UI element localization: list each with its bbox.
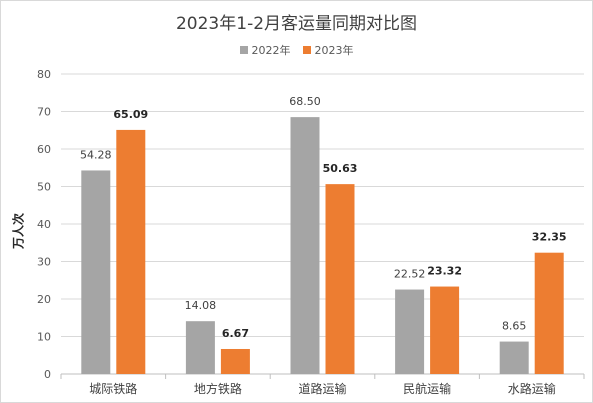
y-tick-label: 40 [37,218,51,231]
y-tick-label: 0 [44,368,51,381]
legend-swatch-2022 [239,46,248,54]
x-tick-label: 城际铁路 [89,381,137,396]
legend-swatch-2023 [302,46,311,54]
bar-2022年 [290,117,320,374]
bar-2023年 [325,184,355,374]
x-tick-label: 民航运输 [403,381,451,396]
bar-2023年 [220,348,250,374]
bar-2022年 [185,321,215,374]
data-label: 65.09 [113,108,148,121]
data-label: 32.35 [532,231,567,244]
chart-title: 2023年1-2月客运量同期对比图 [175,14,418,34]
data-label: 22.52 [394,268,426,281]
x-tick-label: 道路运输 [298,381,346,396]
x-tick-label: 水路运输 [508,381,556,396]
legend-item-2022: 2022年 [239,42,291,58]
legend-item-2023: 2023年 [302,42,354,58]
y-tick-label: 10 [37,331,51,344]
data-label: 23.32 [427,265,462,278]
x-tick-label: 地方铁路 [194,381,242,396]
data-label: 14.08 [185,299,217,312]
data-label: 8.65 [502,320,527,333]
bar-2023年 [430,286,460,374]
bar-2023年 [534,252,564,374]
y-tick-label: 80 [37,68,51,81]
y-tick-label: 50 [37,181,51,194]
bar-2022年 [81,170,111,374]
y-tick-label: 60 [37,143,51,156]
bar-2022年 [499,341,529,374]
legend: 2022年 2023年 [1,42,592,58]
legend-label-2023: 2023年 [314,44,354,57]
y-tick-label: 20 [37,293,51,306]
bar-2022年 [395,289,425,374]
data-label: 6.67 [222,327,249,340]
legend-label-2022: 2022年 [251,44,291,57]
y-tick-label: 70 [37,106,51,119]
y-tick-label: 30 [37,256,51,269]
data-label: 68.50 [289,95,321,108]
data-label: 54.28 [80,148,112,161]
data-label: 50.63 [323,162,358,175]
bar-2023年 [116,129,146,374]
